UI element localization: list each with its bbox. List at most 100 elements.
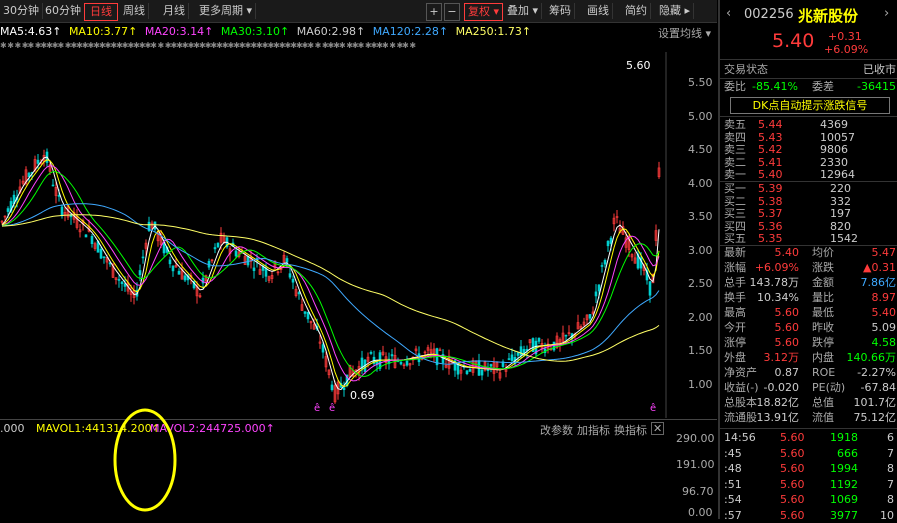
candle-body bbox=[525, 348, 529, 351]
tick-volume: 1994 bbox=[830, 462, 858, 475]
overlay-label: 叠加 bbox=[507, 4, 529, 17]
ma-line bbox=[1, 159, 660, 388]
tick-time: :54 bbox=[724, 493, 742, 506]
candle-body bbox=[318, 341, 322, 344]
candle-body bbox=[306, 311, 310, 320]
stock-code: 002256 bbox=[744, 7, 794, 22]
stats-row: 外盘 3.12万 内盘 140.66万 bbox=[724, 351, 896, 365]
tick-row: :45 5.60 666 7 bbox=[724, 447, 896, 461]
simple-mode-button[interactable]: 简约 bbox=[622, 3, 651, 19]
more-periods-dropdown[interactable]: 更多周期 ▾ bbox=[196, 3, 257, 19]
tick-time: :45 bbox=[724, 446, 742, 460]
period-weekly[interactable]: 周线 bbox=[120, 3, 149, 19]
candle-body bbox=[294, 288, 298, 296]
highlight-ellipse bbox=[113, 408, 177, 512]
stat-value: 143.78万 bbox=[749, 276, 800, 289]
candle-body bbox=[102, 256, 106, 259]
candlestick-chart[interactable] bbox=[0, 52, 716, 418]
dk-signal-button[interactable]: DK点自动提示涨跌信号 bbox=[730, 97, 890, 114]
chips-button[interactable]: 筹码 bbox=[546, 3, 575, 19]
candle-body bbox=[438, 349, 442, 352]
candle-body bbox=[381, 351, 385, 355]
mavol2-value: MAVOL2:244725.000↑ bbox=[150, 422, 275, 435]
volume-header: .000 MAVOL1:441314.200↑ MAVOL2:244725.00… bbox=[0, 419, 717, 437]
stat-label: 今开 bbox=[724, 321, 746, 334]
ask-label: 卖五 bbox=[724, 118, 746, 131]
ask-volume: 10057 bbox=[820, 130, 855, 144]
signal-dots-row: ✱ ✱ ✱ ✱✱ ✱✱✱✱✱ ✱✱✱✱✱✱✱✱✱✱✱✱✱✱✱✱ ✱ ✱✱✱✱✱✱… bbox=[0, 41, 416, 49]
ma-line bbox=[1, 165, 660, 382]
candle-body bbox=[144, 242, 148, 249]
zoom-in-button[interactable]: + bbox=[426, 3, 442, 21]
period-60min[interactable]: 60分钟 bbox=[42, 3, 85, 19]
close-icon[interactable]: ✕ bbox=[651, 422, 665, 435]
chevron-right-icon[interactable]: › bbox=[884, 6, 890, 21]
period-monthly[interactable]: 月线 bbox=[160, 3, 189, 19]
switch-indicator-button[interactable]: 换指标 bbox=[614, 424, 647, 437]
bid-label: 买四 bbox=[724, 219, 746, 233]
candle-body bbox=[444, 365, 448, 368]
tick-price: 5.60 bbox=[780, 431, 805, 444]
candle-body bbox=[219, 232, 223, 243]
tick-volume: 666 bbox=[837, 446, 858, 460]
candle-body bbox=[246, 255, 250, 266]
tick-time: :48 bbox=[724, 462, 742, 475]
candle-body bbox=[531, 338, 535, 353]
candle-body bbox=[114, 277, 118, 280]
bid-row: 买三 5.37 197 bbox=[724, 207, 896, 221]
candle-body bbox=[606, 240, 610, 247]
tick-row: :54 5.60 1069 8 bbox=[724, 493, 896, 507]
candle-body bbox=[105, 257, 109, 263]
candle-body bbox=[495, 362, 499, 368]
period-daily[interactable]: 日线 bbox=[84, 3, 118, 21]
ask-volume: 12964 bbox=[820, 168, 855, 181]
high-price-label: 5.60 bbox=[626, 59, 651, 72]
candle-body bbox=[516, 352, 520, 356]
tick-time: :51 bbox=[724, 477, 742, 491]
stat-label: PE(动) bbox=[812, 381, 846, 394]
candle-body bbox=[273, 260, 277, 269]
hide-label: 隐藏 bbox=[659, 4, 681, 17]
candle-body bbox=[429, 349, 433, 353]
chevron-down-icon: ▾ bbox=[705, 27, 711, 40]
candle-body bbox=[453, 360, 457, 371]
stats-row: 涨停 5.60 跌停 4.58 bbox=[724, 336, 896, 350]
candle-body bbox=[321, 344, 325, 353]
candle-body bbox=[204, 275, 208, 282]
stat-label: 最高 bbox=[724, 306, 746, 319]
candle-body bbox=[258, 269, 262, 275]
ma-settings-button[interactable]: 设置均线 ▾ bbox=[658, 25, 711, 41]
bid-volume: 332 bbox=[830, 194, 851, 208]
candle-body bbox=[480, 369, 484, 376]
price-tick: 3.50 bbox=[688, 210, 713, 223]
candle-body bbox=[537, 337, 541, 342]
stat-label: 内盘 bbox=[812, 351, 834, 364]
draw-line-button[interactable]: 画线 bbox=[584, 3, 613, 19]
tick-row: :57 5.60 3977 10 bbox=[724, 509, 896, 523]
tick-volume: 1192 bbox=[830, 477, 858, 491]
bid-volume: 820 bbox=[830, 219, 851, 233]
zoom-out-button[interactable]: − bbox=[444, 3, 460, 21]
adjust-label: 复权 bbox=[468, 5, 490, 18]
stat-label: 最低 bbox=[812, 306, 834, 319]
stat-label: 总股本 bbox=[724, 396, 757, 409]
overlay-dropdown[interactable]: 叠加 ▾ bbox=[504, 3, 543, 19]
stats-row: 今开 5.60 昨收 5.09 bbox=[724, 321, 896, 335]
volume-prefix: .000 bbox=[0, 422, 25, 435]
stat-value: 5.60 bbox=[774, 306, 800, 319]
stat-value: -67.84 bbox=[860, 381, 896, 394]
adjust-dropdown[interactable]: 复权 ▾ bbox=[464, 3, 504, 21]
candle-body bbox=[99, 248, 103, 259]
add-indicator-button[interactable]: 加指标 bbox=[577, 424, 610, 437]
candle-body bbox=[414, 348, 418, 352]
bid-label: 买五 bbox=[724, 232, 746, 245]
tick-count: 7 bbox=[887, 477, 894, 491]
chevron-left-icon[interactable]: ‹ bbox=[726, 6, 732, 21]
bid-label: 买一 bbox=[724, 182, 746, 195]
period-30min[interactable]: 30分钟 bbox=[0, 3, 43, 19]
modify-params-button[interactable]: 改参数 bbox=[540, 424, 573, 437]
weibi-label: 委比 bbox=[724, 80, 746, 93]
stat-value: 18.82亿 bbox=[756, 396, 800, 409]
hide-button[interactable]: 隐藏 ▸ bbox=[656, 3, 695, 19]
candle-body bbox=[324, 356, 328, 368]
